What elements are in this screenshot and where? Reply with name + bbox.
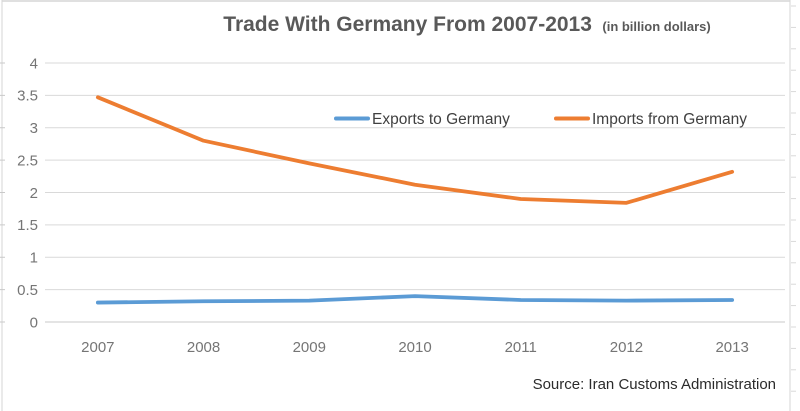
x-tick-label: 2013 xyxy=(715,339,748,356)
legend-label: Exports to Germany xyxy=(372,111,510,128)
gridlines xyxy=(45,62,785,323)
legend-item: Imports from Germany xyxy=(554,111,747,128)
chart-title-units: (in billion dollars) xyxy=(602,19,710,34)
legend-item: Exports to Germany xyxy=(334,111,510,128)
x-tick-label: 2007 xyxy=(81,339,114,356)
chart-title: Trade With Germany From 2007-2013 (in bi… xyxy=(223,13,710,36)
y-tick-label: 1 xyxy=(30,250,38,267)
y-tick-label: 0.5 xyxy=(17,282,38,299)
y-tick-label: 4 xyxy=(30,55,38,72)
y-tick-label: 2 xyxy=(30,185,38,202)
y-tick-label: 2.5 xyxy=(17,152,38,169)
x-tick-label: 2010 xyxy=(398,339,431,356)
y-axis-labels: 0 0.5 1 1.5 2 2.5 3 3.5 4 xyxy=(17,55,38,331)
legend: Exports to Germany Imports from Germany xyxy=(334,111,747,128)
data-series xyxy=(95,95,735,305)
x-axis-labels: 2007 2008 2009 2010 2011 2012 2013 xyxy=(81,339,749,356)
x-tick-label: 2012 xyxy=(610,339,643,356)
source-note: Source: Iran Customs Administration xyxy=(533,376,776,393)
y-tick-label: 3.5 xyxy=(17,88,38,105)
x-tick-label: 2011 xyxy=(505,339,537,356)
series-line-imports-from-germany xyxy=(95,95,735,205)
x-tick-label: 2008 xyxy=(187,339,220,356)
y-tick-label: 1.5 xyxy=(17,217,38,234)
y-tick-label: 0 xyxy=(30,314,38,331)
x-tick-label: 2009 xyxy=(293,339,326,356)
chart-title-main: Trade With Germany From 2007-2013 xyxy=(223,13,592,36)
series-line-exports-to-germany xyxy=(95,294,735,305)
y-tick-label: 3 xyxy=(30,120,38,137)
legend-label: Imports from Germany xyxy=(592,111,747,128)
